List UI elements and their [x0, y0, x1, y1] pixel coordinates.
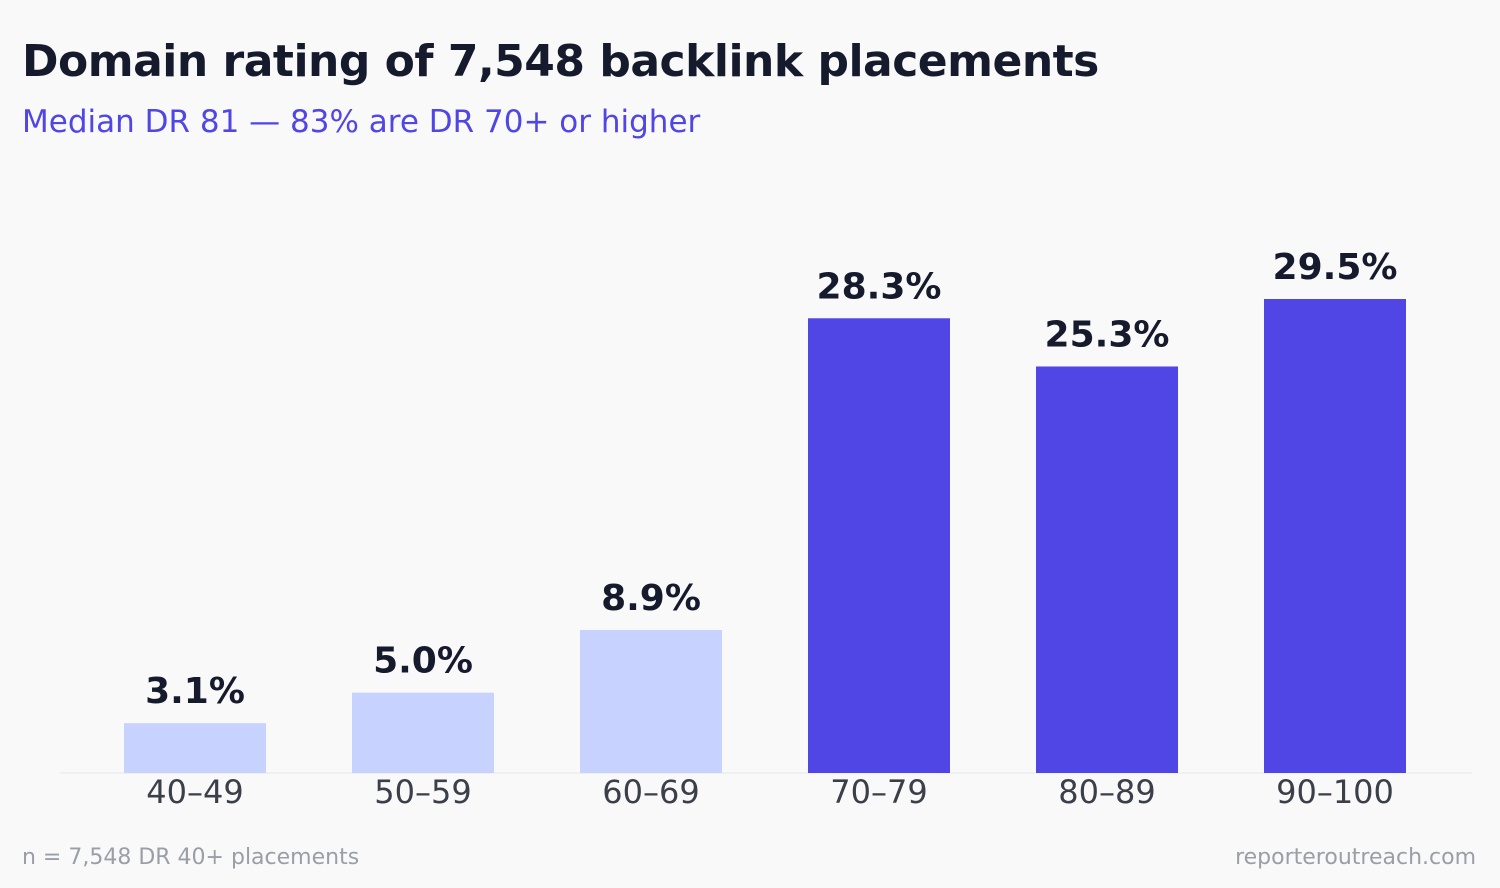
data-labels-group: 3.1% 5.0% 8.9% 28.3% 25.3% 29.5% — [145, 247, 1397, 712]
bars-group — [124, 299, 1406, 773]
bar-3 — [580, 629, 722, 773]
source-credit: reporteroutreach.com — [1235, 845, 1476, 870]
x-tick-labels-group: 40–49 50–59 60–69 70–79 80–89 90–100 — [146, 773, 1394, 811]
bar-2 — [352, 692, 494, 773]
bar-5 — [1036, 366, 1178, 773]
data-label-5: 25.3% — [1045, 314, 1170, 355]
x-tick-label-5: 80–89 — [1058, 773, 1155, 811]
data-label-2: 5.0% — [373, 641, 473, 682]
x-tick-label-6: 90–100 — [1276, 773, 1394, 811]
x-tick-label-4: 70–79 — [830, 773, 927, 811]
chart-subtitle: Median DR 81 — 83% are DR 70+ or higher — [22, 104, 701, 140]
bar-1 — [124, 723, 266, 773]
x-tick-label-3: 60–69 — [602, 773, 699, 811]
bar-6 — [1264, 299, 1406, 773]
chart-title: Domain rating of 7,548 backlink placemen… — [22, 36, 1099, 87]
x-tick-label-1: 40–49 — [146, 773, 243, 811]
bar-4 — [808, 318, 950, 773]
data-label-1: 3.1% — [145, 671, 245, 712]
data-label-3: 8.9% — [601, 578, 701, 619]
x-tick-label-2: 50–59 — [374, 773, 471, 811]
data-label-6: 29.5% — [1273, 247, 1398, 288]
sample-size-note: n = 7,548 DR 40+ placements — [22, 845, 360, 870]
data-label-4: 28.3% — [817, 266, 942, 307]
